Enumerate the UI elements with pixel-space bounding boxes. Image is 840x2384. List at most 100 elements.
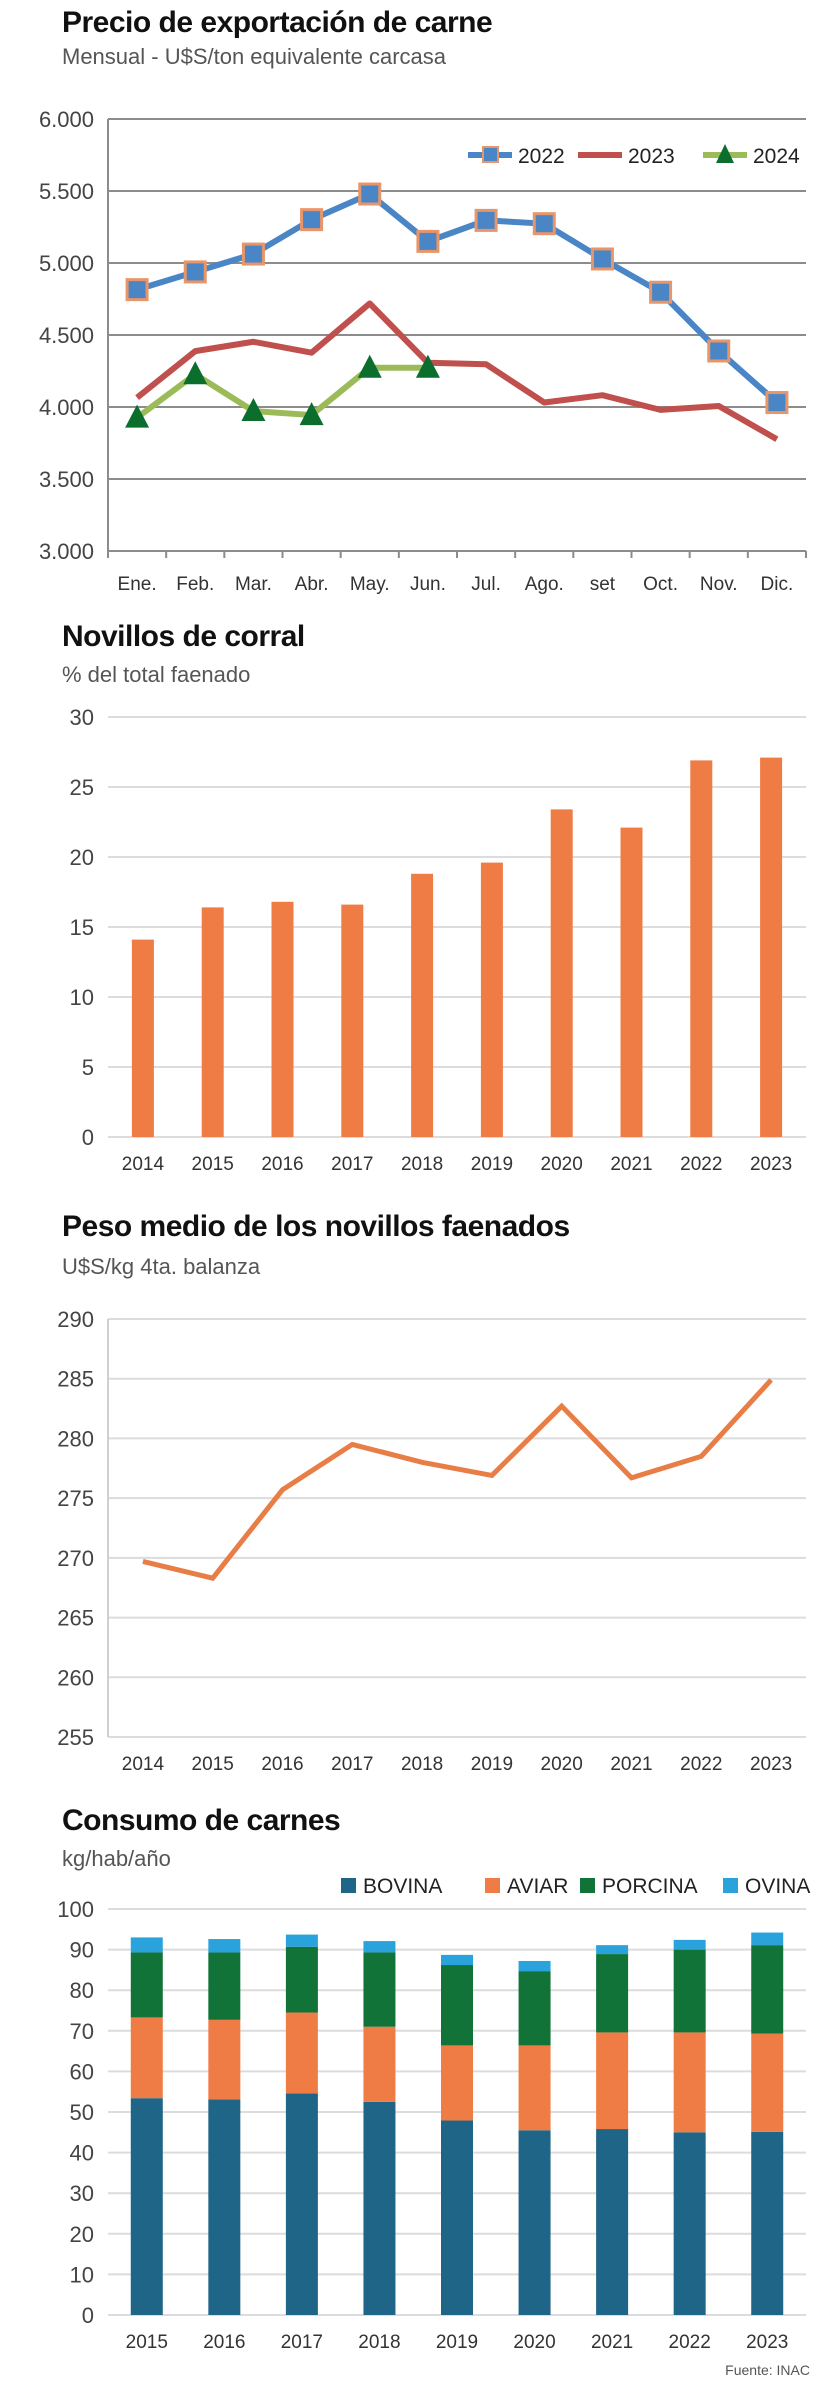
legend-swatch <box>341 1878 356 1893</box>
bar-segment-porcina-2017 <box>285 1946 318 2013</box>
peso-chart-title: Peso medio de los novillos faenados <box>62 1210 570 1243</box>
bar-segment-ovina-2018 <box>363 1941 396 1953</box>
x-tick-label: 2022 <box>680 1754 722 1775</box>
corral-bar-chart: 0 5 10 15 20 25 30 2014 2015 2016 2017 2018 2019 2020… <box>70 705 806 1175</box>
bar-segment-aviar-2016 <box>208 2019 241 2100</box>
x-tick-label: 2023 <box>750 1754 792 1775</box>
data-point-2022 <box>125 278 149 302</box>
y-tick-label: 3.500 <box>39 467 94 492</box>
y-tick-label: 90 <box>70 1938 94 1963</box>
bar-segment-aviar-2019 <box>441 2045 473 2121</box>
x-tick-label: Nov. <box>700 574 738 595</box>
x-tick-label: May. <box>350 574 390 595</box>
x-tick-label: 2021 <box>610 1154 652 1175</box>
y-tick-label: 20 <box>70 845 94 870</box>
x-tick-label: 2018 <box>401 1154 443 1175</box>
data-point-2024 <box>415 354 440 378</box>
x-tick-label: 2019 <box>471 1154 513 1175</box>
y-tick-label: 0 <box>82 2303 94 2328</box>
data-point-2022 <box>300 208 324 232</box>
y-tick-label: 280 <box>57 1426 94 1451</box>
y-tick-label: 50 <box>70 2100 94 2125</box>
legend-label: 2024 <box>753 145 800 168</box>
y-tick-label: 25 <box>70 775 94 800</box>
bar-segment-ovina-2016 <box>208 1939 241 1953</box>
bar-segment-bovina-2018 <box>363 2101 396 2315</box>
legend-label: 2023 <box>628 145 675 168</box>
data-point-2022 <box>474 208 498 232</box>
y-tick-label: 290 <box>57 1307 94 1332</box>
x-tick-label: 2020 <box>513 2332 555 2353</box>
bar-segment-porcina-2015 <box>130 1952 163 2018</box>
y-tick-label: 5 <box>82 1055 94 1080</box>
x-tick-label: 2015 <box>126 2332 168 2353</box>
data-point-2024 <box>299 402 324 426</box>
x-tick-label: 2018 <box>401 1754 443 1775</box>
y-tick-label: 4.000 <box>39 395 94 420</box>
legend-swatch <box>723 1878 738 1893</box>
legend-label: AVIAR <box>507 1875 568 1898</box>
legend-item-bovina: BOVINA <box>341 1875 442 1898</box>
bar-2023 <box>760 757 783 1137</box>
x-tick-label: 2017 <box>331 1154 373 1175</box>
data-point-2022 <box>649 280 673 304</box>
peso-chart-subtitle: U$S/kg 4ta. balanza <box>62 1254 261 1279</box>
bar-segment-aviar-2022 <box>673 2032 706 2133</box>
legend-item-ovina: OVINA <box>723 1875 810 1898</box>
bar-segment-bovina-2021 <box>596 2129 629 2315</box>
bar-segment-porcina-2018 <box>363 1952 396 2027</box>
y-tick-label: 4.500 <box>39 323 94 348</box>
y-tick-label: 5.500 <box>39 179 94 204</box>
x-tick-label: 2021 <box>591 2332 633 2353</box>
bar-segment-ovina-2015 <box>130 1937 163 1953</box>
bar-segment-bovina-2022 <box>673 2132 706 2315</box>
x-tick-label: Ene. <box>118 574 157 595</box>
bar-segment-porcina-2022 <box>673 1949 706 2033</box>
y-tick-label: 260 <box>57 1665 94 1690</box>
x-tick-label: 2022 <box>669 2332 711 2353</box>
y-tick-label: 15 <box>70 915 94 940</box>
bar-segment-porcina-2020 <box>518 1971 551 2046</box>
x-tick-label: 2014 <box>122 1154 165 1175</box>
bar-segment-porcina-2021 <box>596 1954 629 2033</box>
source-footnote: Fuente: INAC <box>725 2362 810 2378</box>
legend-label: BOVINA <box>363 1875 442 1898</box>
bar-2015 <box>201 907 224 1137</box>
y-tick-label: 40 <box>70 2141 94 2166</box>
bar-segment-bovina-2017 <box>285 2093 318 2315</box>
export-price-chart: 3.000 3.500 4.000 4.500 5.000 5.500 6.000 Ene. F… <box>39 107 807 595</box>
y-tick-label: 6.000 <box>39 107 94 132</box>
y-tick-label: 30 <box>70 705 94 730</box>
data-point-2022 <box>590 247 614 271</box>
legend-label: 2022 <box>518 145 565 168</box>
data-point-2024 <box>125 404 150 428</box>
x-tick-label: 2018 <box>358 2332 400 2353</box>
bar-segment-aviar-2021 <box>596 2032 629 2130</box>
x-tick-label: 2014 <box>122 1754 165 1775</box>
bar-segment-aviar-2018 <box>363 2026 396 2102</box>
data-point-2022 <box>707 339 731 363</box>
x-tick-label: 2021 <box>610 1754 652 1775</box>
x-tick-label: 2015 <box>192 1154 234 1175</box>
y-tick-label: 80 <box>70 1978 94 2003</box>
bar-segment-bovina-2019 <box>441 2120 473 2315</box>
consumo-chart-subtitle: kg/hab/año <box>62 1846 171 1871</box>
bar-segment-ovina-2022 <box>673 1939 706 1950</box>
x-tick-label: 2023 <box>746 2332 788 2353</box>
x-tick-label: 2016 <box>261 1754 303 1775</box>
x-tick-label: 2019 <box>436 2332 478 2353</box>
bar-segment-porcina-2019 <box>441 1965 473 2046</box>
bar-2022 <box>690 760 713 1137</box>
x-tick-label: Feb. <box>176 574 214 595</box>
bar-segment-ovina-2020 <box>518 1960 551 1972</box>
bar-segment-aviar-2017 <box>285 2012 318 2094</box>
series-line-2023 <box>135 300 779 442</box>
bar-segment-aviar-2015 <box>130 2017 163 2099</box>
x-tick-label: 2016 <box>261 1154 303 1175</box>
legend-swatch <box>580 1878 595 1893</box>
export-chart-subtitle: Mensual - U$S/ton equivalente carcasa <box>62 44 446 69</box>
bar-segment-bovina-2020 <box>518 2130 551 2315</box>
x-tick-label: 2020 <box>541 1754 583 1775</box>
y-tick-label: 100 <box>57 1897 94 1922</box>
